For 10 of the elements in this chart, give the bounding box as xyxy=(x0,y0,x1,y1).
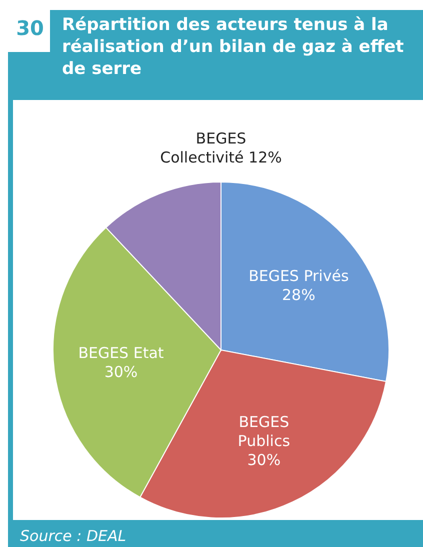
slice-label: BEGES Collectivité 12% xyxy=(160,130,282,166)
data-label: 28% xyxy=(282,286,316,304)
slice-label: BEGES Publics xyxy=(238,413,290,450)
slice-label: BEGES Etat xyxy=(78,344,164,362)
text: 30 xyxy=(15,16,45,40)
slice-label: BEGES Privés xyxy=(248,267,349,286)
source-note: Source : DEAL xyxy=(20,527,126,545)
data-label: 30% xyxy=(104,363,138,382)
chart-title: Répartition des acteurs tenus à la réalisation d’un bilan de gaz à effet de serre xyxy=(62,14,405,80)
data-label: 30% xyxy=(247,451,281,470)
